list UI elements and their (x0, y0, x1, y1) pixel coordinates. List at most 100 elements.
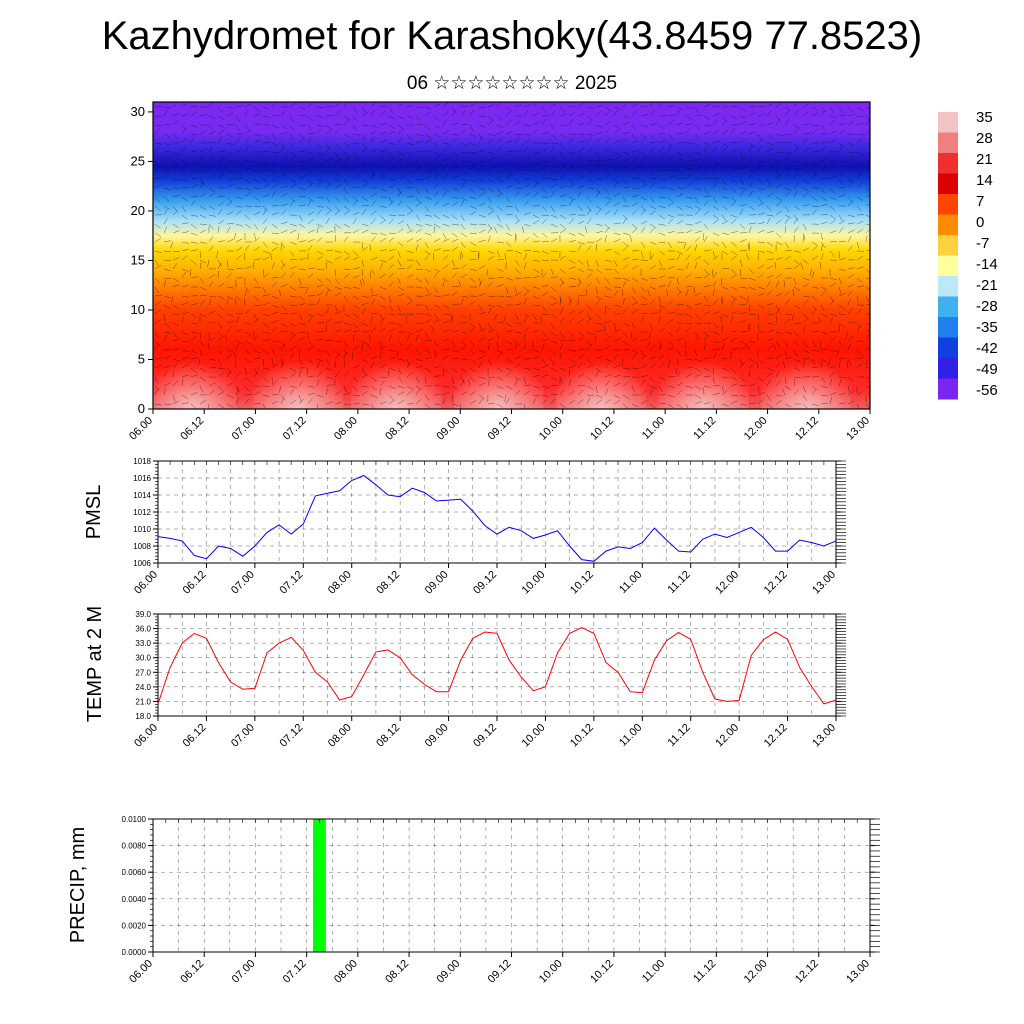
colorbar-label: -14 (976, 256, 998, 273)
pmsl-series-line (157, 474, 837, 562)
colorbar-swatch (938, 358, 958, 379)
heatmap-x-tick-label: 09.12 (486, 415, 514, 443)
colorbar-swatch (938, 153, 958, 174)
heatmap-x-tick-label: 11.00 (640, 415, 667, 442)
pmsl-y-tick-label: 1006 (133, 559, 151, 568)
colorbar-label: 7 (976, 193, 984, 210)
heatmap-y-tick-label: 20 (131, 203, 145, 218)
heatmap-y-tick-label: 30 (131, 104, 145, 119)
pmsl-y-tick-label: 1012 (133, 508, 151, 517)
colorbar-label: -56 (976, 382, 998, 399)
pmsl-x-tick-label: 11.12 (665, 569, 692, 596)
precip-x-tick-label: 12.00 (742, 958, 770, 986)
pmsl-x-tick-label: 08.12 (374, 569, 402, 597)
pmsl-x-tick-label: 09.12 (471, 569, 499, 597)
temp-x-tick-label: 10.12 (568, 722, 596, 750)
wind-barbs (154, 102, 870, 409)
precip-x-tick-label: 06.00 (127, 958, 155, 986)
colorbar-label: -35 (976, 319, 998, 336)
colorbar-label: -21 (976, 277, 998, 294)
temp-x-tick-label: 08.00 (326, 722, 354, 750)
temp-y-tick-label: 27.0 (135, 668, 151, 677)
pmsl-x-tick-label: 13.00 (810, 569, 838, 597)
pmsl-x-tick-label: 06.12 (181, 569, 209, 597)
precip-x-tick-label: 07.12 (281, 958, 309, 986)
temp-x-tick-label: 06.00 (132, 722, 160, 750)
precip-axis-label: PRECIP, mm (67, 827, 89, 943)
precip-x-tick-label: 10.00 (537, 958, 565, 986)
temp-axis-label: TEMP at 2 M (84, 606, 106, 722)
precip-y-tick-label: 0.0080 (122, 842, 147, 851)
precip-x-tick-label: 08.12 (383, 958, 411, 986)
heatmap-x-tick-label: 09.00 (434, 415, 462, 443)
temp-series-line (157, 627, 837, 705)
precip-x-tick-label: 09.12 (486, 958, 514, 986)
precip-x-tick-label: 08.00 (332, 958, 360, 986)
precip-x-tick-label: 13.00 (844, 958, 872, 986)
colorbar-swatch (938, 112, 958, 133)
heatmap-x-tick-label: 11.12 (691, 415, 718, 442)
temp-y-tick-label: 21.0 (135, 697, 151, 706)
temp-y-tick-label: 39.0 (135, 610, 151, 619)
heatmap-x-tick-label: 08.00 (332, 415, 360, 443)
colorbar-swatch (938, 235, 958, 256)
precip-x-tick-label: 11.00 (640, 958, 667, 985)
heatmap-x-tick-label: 07.00 (230, 415, 258, 443)
heatmap-x-tick-label: 12.12 (793, 415, 821, 443)
chart-subtitle: 06 ☆☆☆☆☆☆☆☆ 2025 (406, 73, 618, 94)
temp-x-tick-label: 09.12 (471, 722, 499, 750)
heatmap-x-tick-label: 07.12 (281, 415, 309, 443)
precip-x-tick-label: 10.12 (588, 958, 616, 986)
pmsl-panel: 1006 1008 1010 1012 1014 1016 1018 06.00 06.12 07… (83, 457, 846, 597)
colorbar-label: -49 (976, 361, 998, 378)
heatmap-x-tick-label: 12.00 (742, 415, 770, 443)
colorbar-swatch (938, 337, 958, 359)
colorbar: 35 28 21 14 7 0 -7 -14 -21 -28 -35 -42 -49 -56 (938, 109, 998, 400)
heatmap-y-tick-label: 0 (138, 401, 145, 416)
temp-panel: 18.0 21.0 24.0 27.0 30.0 33.0 36.0 39.0 06.00 06.… (84, 606, 846, 750)
temp-x-tick-label: 12.12 (762, 722, 790, 750)
colorbar-swatch (938, 132, 958, 154)
precip-bar (313, 819, 326, 952)
colorbar-label: 14 (976, 172, 993, 189)
colorbar-swatch (938, 255, 958, 277)
temp-x-tick-label: 12.00 (713, 722, 741, 750)
temp-x-tick-label: 11.00 (617, 722, 644, 749)
pmsl-x-tick-label: 10.12 (568, 569, 596, 597)
colorbar-swatch (938, 317, 958, 338)
temp-x-tick-label: 08.12 (374, 722, 402, 750)
colorbar-label: 35 (976, 109, 993, 126)
temp-x-tick-label: 09.00 (423, 722, 451, 750)
pmsl-x-tick-label: 06.00 (132, 569, 160, 597)
precip-y-tick-label: 0.0020 (122, 921, 147, 930)
temp-y-tick-label: 36.0 (135, 625, 151, 634)
pmsl-x-tick-label: 12.00 (713, 569, 741, 597)
pmsl-y-tick-label: 1016 (133, 474, 151, 483)
colorbar-label: -7 (976, 235, 989, 252)
pmsl-y-tick-label: 1008 (133, 542, 151, 551)
precip-x-tick-label: 07.00 (230, 958, 258, 986)
temp-x-tick-label: 10.00 (520, 722, 548, 750)
pmsl-y-tick-label: 1010 (133, 525, 151, 534)
temp-x-tick-label: 06.12 (181, 722, 209, 750)
temp-y-tick-label: 30.0 (135, 654, 151, 663)
temp-y-tick-label: 24.0 (135, 683, 151, 692)
heatmap-x-tick-label: 06.12 (178, 415, 206, 443)
precip-y-tick-label: 0.0060 (122, 868, 147, 877)
precip-x-tick-label: 06.12 (178, 958, 206, 986)
precip-x-tick-label: 09.00 (434, 958, 462, 986)
heatmap-x-tick-label: 10.00 (537, 415, 565, 443)
precip-y-tick-label: 0.0040 (122, 895, 147, 904)
pmsl-x-tick-label: 07.00 (229, 569, 257, 597)
pmsl-x-tick-label: 08.00 (326, 569, 354, 597)
precip-y-tick-label: 0.0000 (122, 948, 147, 957)
pmsl-x-tick-label: 11.00 (617, 569, 644, 596)
pmsl-y-tick-label: 1018 (133, 457, 151, 466)
temp-x-tick-label: 11.12 (665, 722, 692, 749)
colorbar-label: -42 (976, 340, 998, 357)
colorbar-swatch (938, 194, 958, 215)
colorbar-label: 0 (976, 214, 984, 231)
precip-x-tick-label: 11.12 (691, 958, 718, 985)
heatmap-x-tick-label: 13.00 (844, 415, 872, 443)
